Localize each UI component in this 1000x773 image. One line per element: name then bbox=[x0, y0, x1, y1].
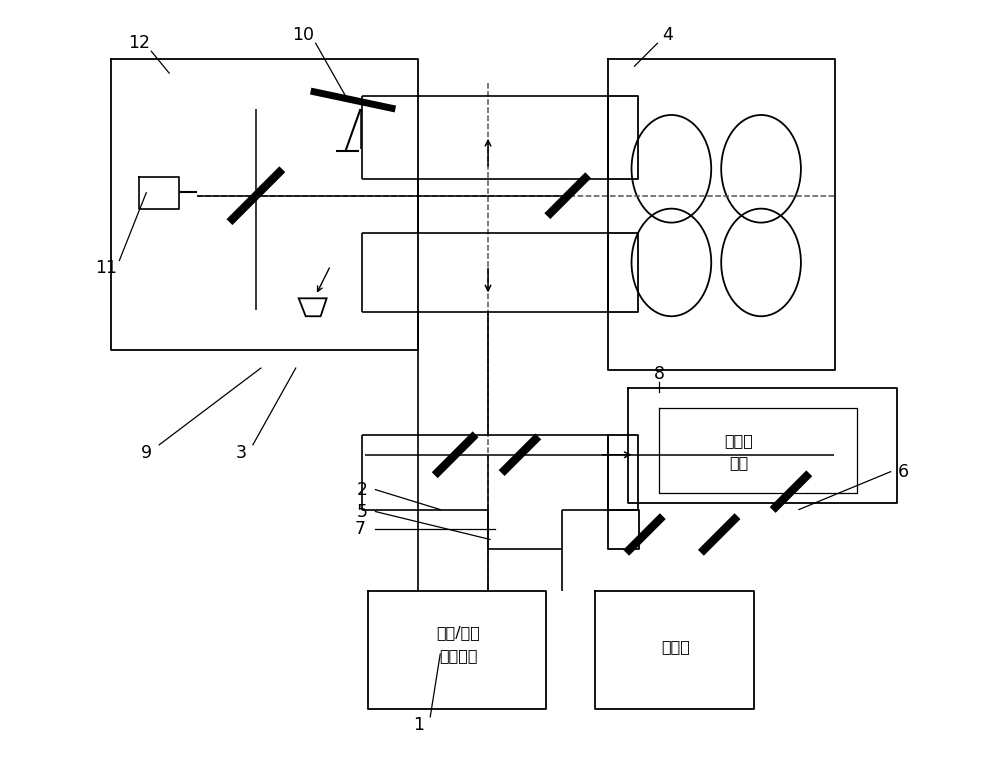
Text: 激光器: 激光器 bbox=[661, 639, 690, 655]
Text: 1: 1 bbox=[413, 716, 424, 734]
Text: 7: 7 bbox=[355, 520, 366, 539]
Text: 5: 5 bbox=[357, 502, 368, 520]
Text: 12: 12 bbox=[128, 34, 150, 53]
Text: 6: 6 bbox=[898, 463, 909, 481]
Text: 光轴/光瞳
探测系统: 光轴/光瞳 探测系统 bbox=[436, 625, 480, 662]
Text: 9: 9 bbox=[141, 444, 152, 461]
Text: 11: 11 bbox=[95, 260, 117, 278]
Text: 10: 10 bbox=[292, 26, 314, 44]
Text: 8: 8 bbox=[654, 365, 665, 383]
Text: 3: 3 bbox=[235, 444, 246, 461]
Text: 4: 4 bbox=[662, 26, 673, 44]
Text: 2: 2 bbox=[357, 481, 368, 499]
Text: 精跟踪
相机: 精跟踪 相机 bbox=[725, 433, 754, 470]
